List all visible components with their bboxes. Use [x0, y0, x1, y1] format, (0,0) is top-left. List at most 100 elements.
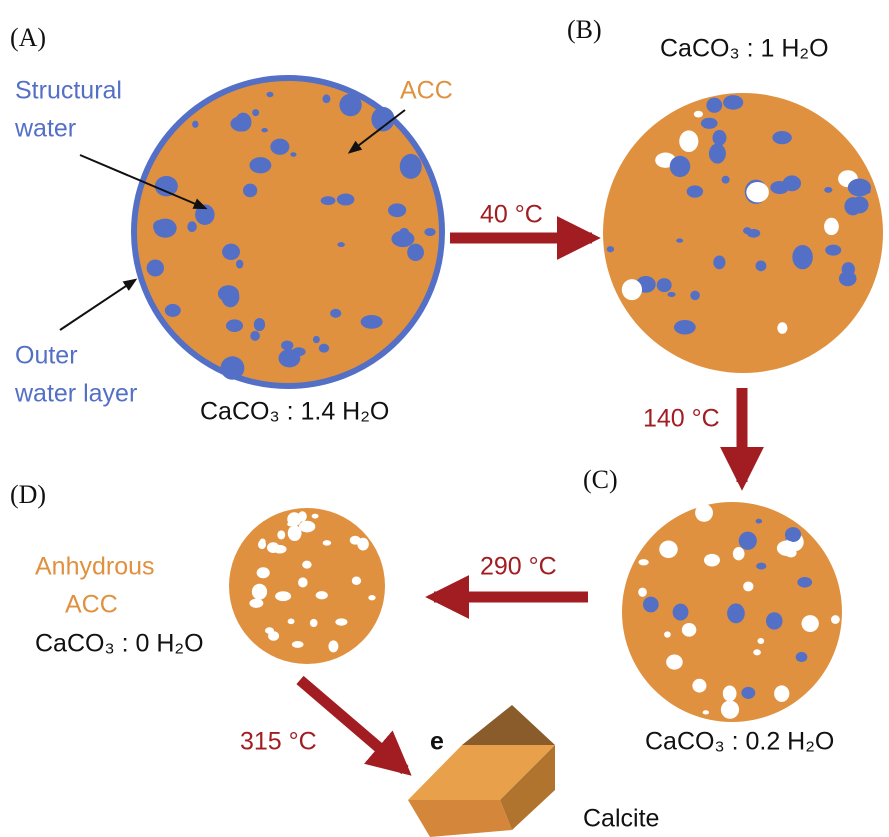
pore — [315, 591, 328, 600]
pore — [792, 244, 813, 270]
pore — [253, 317, 266, 332]
pore — [221, 286, 240, 308]
pore — [328, 640, 339, 653]
pore — [692, 678, 707, 693]
pore — [720, 700, 740, 719]
pore — [424, 227, 436, 237]
pore — [844, 197, 862, 216]
pore — [706, 97, 723, 113]
pore — [243, 183, 258, 198]
pore — [672, 603, 689, 621]
pore — [287, 525, 302, 542]
particle-a — [131, 75, 445, 389]
pore — [679, 130, 699, 153]
temperature: 315 °C — [240, 728, 317, 756]
pore — [337, 242, 345, 248]
pore — [277, 530, 286, 540]
pore — [824, 217, 839, 236]
pore — [235, 112, 252, 132]
panel-label: (B) — [567, 15, 602, 44]
pore — [681, 622, 697, 637]
pore — [690, 290, 700, 301]
annotation: Outer — [15, 342, 78, 370]
pore — [270, 138, 290, 155]
pore — [713, 255, 726, 270]
pore — [251, 583, 268, 600]
pore — [302, 560, 312, 569]
product: Calcite — [583, 805, 659, 833]
annotation: Anhydrous — [35, 553, 155, 581]
pore — [621, 279, 643, 301]
pore — [225, 319, 244, 333]
pore — [824, 186, 833, 193]
pore — [291, 640, 304, 648]
pore — [669, 155, 691, 178]
pore — [847, 178, 872, 197]
pore — [318, 343, 330, 353]
pore — [753, 649, 761, 656]
pore — [258, 540, 266, 550]
pore — [667, 291, 676, 298]
pore — [606, 246, 615, 253]
pore — [407, 243, 424, 262]
annotation: water layer — [14, 380, 137, 408]
pore — [732, 547, 745, 561]
pore — [784, 527, 802, 543]
temperature: 140 °C — [643, 405, 720, 433]
pore — [322, 94, 331, 104]
pore — [772, 131, 792, 145]
product-label: e — [430, 728, 444, 756]
pore — [153, 219, 166, 234]
pore — [755, 260, 767, 272]
pore — [693, 110, 703, 118]
pore — [830, 615, 840, 624]
pore — [708, 143, 726, 164]
pore — [154, 175, 178, 197]
pointer — [347, 109, 406, 154]
pore — [638, 587, 647, 597]
pore — [770, 180, 790, 195]
pore — [777, 322, 788, 334]
pore — [235, 259, 244, 269]
formula: CaCO₃ : 0.2 H₂O — [645, 728, 834, 756]
pore — [320, 196, 336, 206]
particle-b — [603, 93, 883, 373]
pore — [368, 594, 376, 601]
pore — [673, 319, 696, 335]
pore — [757, 638, 765, 645]
pore — [755, 518, 763, 524]
pore — [351, 576, 362, 586]
annotation: ACC — [400, 77, 453, 105]
pore — [349, 535, 361, 545]
pore — [249, 157, 272, 174]
pore — [339, 93, 362, 117]
pore — [371, 106, 395, 132]
pore — [776, 540, 797, 556]
pore — [311, 513, 319, 519]
pore — [249, 598, 264, 608]
pore — [774, 685, 790, 702]
pore — [250, 330, 260, 341]
panel-label: (D) — [10, 480, 46, 509]
crystal-front — [408, 745, 555, 800]
pore — [312, 335, 320, 344]
pore — [281, 340, 294, 351]
formula: CaCO₃ : 0 H₂O — [35, 630, 204, 658]
pore — [695, 503, 713, 522]
pore — [287, 618, 295, 625]
panel-label: (C) — [583, 465, 618, 494]
pore — [256, 567, 270, 579]
pore — [738, 531, 757, 550]
pore — [700, 117, 718, 129]
pore — [399, 153, 422, 179]
pore — [801, 615, 819, 633]
pore — [702, 710, 710, 715]
pore — [638, 559, 649, 566]
pore — [795, 651, 808, 663]
arrow — [296, 675, 412, 776]
pore — [164, 303, 181, 317]
pore — [746, 182, 769, 203]
pore — [721, 175, 730, 184]
temperature: 290 °C — [480, 553, 557, 581]
